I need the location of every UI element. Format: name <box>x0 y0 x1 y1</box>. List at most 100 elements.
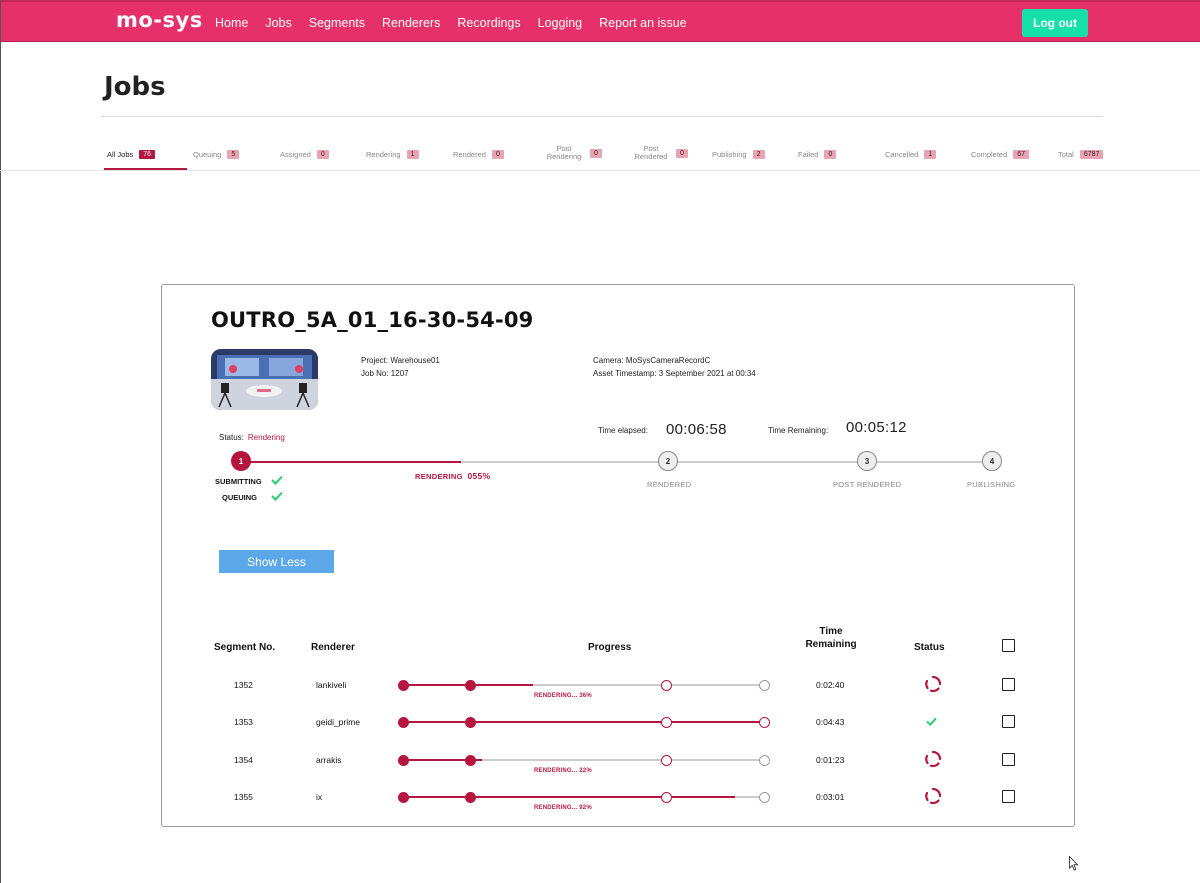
tab-assigned[interactable]: Assigned 0 <box>280 150 329 159</box>
segment-select-checkbox[interactable] <box>1002 678 1015 691</box>
show-less-button[interactable]: Show Less <box>219 550 334 573</box>
segment-time-remaining: 0:02:40 <box>816 680 845 690</box>
progress-node <box>465 717 476 728</box>
tab-label: Queuing <box>193 149 222 159</box>
loading-spinner-icon <box>925 787 942 805</box>
progress-node <box>398 680 409 691</box>
count-badge: 5 <box>227 150 240 159</box>
progress-node <box>759 717 770 728</box>
count-badge: 0 <box>676 148 688 158</box>
count-badge: 1 <box>924 150 937 159</box>
job-title: OUTRO_5A_01_16-30-54-09 <box>211 308 534 332</box>
tab-label: Completed <box>971 149 1008 159</box>
tab-post-rendering[interactable]: Post Rendering 0 <box>544 145 602 161</box>
job-progress-fill <box>241 461 461 463</box>
project-info: Project: Warehouse01 Job No: 1207 <box>361 354 440 380</box>
tab-label: All Jobs <box>107 149 134 159</box>
camera-name: Camera: MoSysCameraRecordC <box>593 356 711 365</box>
job-number: Job No: 1207 <box>361 369 409 378</box>
segment-select-checkbox[interactable] <box>1002 715 1015 728</box>
job-thumbnail[interactable] <box>211 349 318 410</box>
progress-node <box>661 792 672 803</box>
tab-label: Failed <box>798 149 819 159</box>
tab-label: Rendered <box>453 149 486 159</box>
tab-label: Post Rendering <box>546 144 582 161</box>
nav-link-report-issue[interactable]: Report an issue <box>599 16 687 30</box>
status-value: Rendering <box>247 433 285 442</box>
segment-select-checkbox[interactable] <box>1002 753 1015 766</box>
tab-rendering[interactable]: Rendering 1 <box>366 150 419 159</box>
step-1-rendering: 1 <box>231 451 251 471</box>
segment-progress-track <box>403 684 764 686</box>
segment-select-checkbox[interactable] <box>1002 790 1015 803</box>
nav-link-segments[interactable]: Segments <box>308 16 366 30</box>
count-badge: 0 <box>590 148 602 158</box>
tab-label: Assigned <box>280 149 311 159</box>
progress-node <box>398 755 409 766</box>
segment-time-remaining: 0:01:23 <box>816 755 845 765</box>
tab-publishing[interactable]: Publishing 2 <box>712 150 765 159</box>
tab-rendered[interactable]: Rendered 0 <box>453 150 504 159</box>
segment-time-remaining: 0:04:43 <box>816 717 845 727</box>
tab-queuing[interactable]: Queuing 5 <box>193 149 240 159</box>
nav-link-jobs[interactable]: Jobs <box>265 16 292 30</box>
progress-node <box>759 792 770 803</box>
rendering-step-label: RENDERING 055% <box>415 471 490 481</box>
segment-number: 1352 <box>234 680 253 690</box>
submitting-check-icon <box>271 475 283 485</box>
segment-progress-track <box>403 759 764 761</box>
progress-node <box>398 717 409 728</box>
post-rendered-step-label: POST RENDERED <box>833 480 902 489</box>
segment-progress-label: RENDERING... 22% <box>534 768 592 774</box>
tab-post-rendered[interactable]: Post Rendered 0 <box>632 145 688 161</box>
nav-link-logging[interactable]: Logging <box>537 16 583 30</box>
progress-node <box>661 717 672 728</box>
logout-button[interactable]: Log out <box>1022 9 1088 37</box>
nav-links: Home Jobs Segments Renderers Recordings … <box>215 16 704 30</box>
time-elapsed-value: 00:06:58 <box>666 421 727 438</box>
count-badge: 76 <box>139 150 156 159</box>
tab-label: Publishing <box>712 149 747 159</box>
count-badge: 0 <box>316 150 329 159</box>
nav-link-renderers[interactable]: Renderers <box>382 16 441 30</box>
tab-label: Cancelled <box>885 149 919 159</box>
rendering-label: RENDERING <box>415 472 463 481</box>
done-check-icon <box>926 717 937 726</box>
nav-link-home[interactable]: Home <box>215 16 249 30</box>
segment-progress-fill <box>403 721 764 723</box>
project-name: Project: Warehouse01 <box>361 356 440 365</box>
segment-progress-fill <box>403 759 482 761</box>
tab-cancelled[interactable]: Cancelled 1 <box>885 149 937 159</box>
time-remaining-label: Time Remaining: <box>768 426 829 435</box>
tab-label: Rendering <box>366 149 401 159</box>
step-4-publishing: 4 <box>982 451 1002 471</box>
job-filter-tabs: All Jobs 76 Queuing 5 Assigned 0 Renderi… <box>0 140 1200 171</box>
segment-progress-label: RENDERING... 92% <box>534 805 592 811</box>
job-detail-card: OUTRO_5A_01_16-30-54-09 Project: Warehou… <box>161 284 1075 827</box>
select-all-checkbox[interactable] <box>1002 639 1015 652</box>
tab-total[interactable]: Total 6787 <box>1058 149 1104 159</box>
tab-label: Post Rendered <box>634 144 668 161</box>
tab-failed[interactable]: Failed 0 <box>798 149 837 159</box>
asset-timestamp: Asset Timestamp: 3 September 2021 at 00:… <box>593 369 756 378</box>
page-title: Jobs <box>104 72 166 102</box>
nav-link-recordings[interactable]: Recordings <box>457 16 521 30</box>
tab-completed[interactable]: Completed 67 <box>971 149 1030 159</box>
status-label: Status: <box>219 433 244 442</box>
count-badge: 6787 <box>1079 150 1104 159</box>
count-badge: 1 <box>406 150 419 159</box>
progress-node <box>398 792 409 803</box>
tab-all-jobs[interactable]: All Jobs 76 <box>107 149 156 159</box>
segment-progress-fill <box>403 796 735 798</box>
renderer-name: arrakis <box>316 755 342 765</box>
camera-info: Camera: MoSysCameraRecordC Asset Timesta… <box>593 354 756 380</box>
step-2-rendered: 2 <box>658 451 678 471</box>
count-badge: 0 <box>491 150 504 159</box>
tab-label: Total <box>1058 149 1074 159</box>
mo-sys-logo[interactable]: mo-sys <box>116 8 203 32</box>
rendered-step-label: RENDERED <box>647 480 692 489</box>
segment-progress-label: RENDERING... 36% <box>534 693 592 699</box>
rendering-percent: 055% <box>467 471 491 481</box>
segment-number: 1354 <box>234 755 253 765</box>
header-time-remaining: Time Remaining <box>805 626 857 650</box>
